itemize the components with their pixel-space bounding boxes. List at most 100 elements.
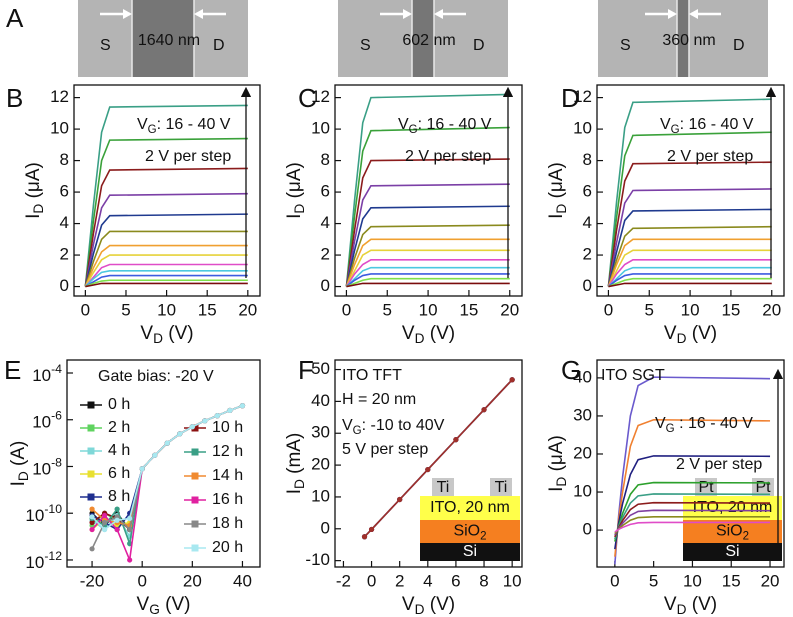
subscript: D [415,602,425,617]
legend-marker [191,424,199,432]
legend-marker [191,520,199,528]
panel-label: D [561,83,580,113]
y-tick-label: 10-10 [25,502,62,525]
text-part: (V) [424,594,455,615]
legend-label: 16 h [212,491,243,508]
data-line [84,192,248,287]
data-line [607,225,772,287]
annotation: VG: -10 to 40V [342,417,445,437]
data-point [361,534,368,540]
x-tick-label: -20 [80,571,105,590]
arrow-head [434,9,443,19]
text-part: (μA) [546,435,567,477]
text-part: : 16 - 40 V [675,415,754,432]
legend-marker [87,493,95,501]
y-tick-label: 10-6 [32,409,62,432]
legend-marker [87,447,95,455]
y-tick-label: 4 [583,213,592,232]
data-line [345,266,510,288]
y-tick-label: 20 [573,443,592,462]
y-tick-label: 12 [573,87,592,106]
data-line [345,224,510,287]
superscript: -4 [51,362,62,376]
x-axis-label: VD (V) [402,323,455,346]
data-point [164,440,170,446]
data-line [614,455,771,550]
legend-marker [191,448,199,456]
data-line [345,183,510,287]
data-point [89,546,95,552]
text-part: 10 [32,366,51,385]
x-axis-label: VD (V) [140,323,193,346]
y-tick-label: 0 [583,276,592,295]
text-part: I [8,481,29,486]
superscript: -8 [51,456,62,470]
data-line [607,131,772,287]
subscript: G [666,423,675,435]
text-part: (V) [163,323,194,344]
data-line [346,282,510,288]
legend-label: 6 h [108,465,130,482]
y-axis-label: ID (μA) [23,162,46,219]
text-part: V [660,116,671,133]
data-line [345,126,510,287]
annotation: VG: 16 - 40 V [137,116,231,136]
data-line [607,273,772,288]
data-line [84,213,248,287]
text-part: (μA) [546,162,567,204]
subscript: G [671,124,680,136]
channel-length: 602 nm [402,32,455,49]
data-line [85,282,248,288]
x-tick-label: 0 [610,571,619,590]
x-tick-label: 10 [683,571,702,590]
subscript: D [554,477,569,487]
x-tick-label: 15 [459,300,478,319]
x-tick-label: 5 [645,300,654,319]
text-part: 10 [25,553,44,572]
data-line [345,258,510,287]
y-tick-label: 12 [311,87,330,106]
subscript: D [415,331,425,346]
x-tick-label: 10 [681,300,700,319]
plot-frame [596,359,785,568]
text-part: V [398,116,409,133]
subscript: G [149,602,160,617]
data-point [89,514,95,520]
data-line [608,282,772,288]
data-line [84,254,248,287]
subscript: D [677,331,687,346]
panel-label: E [4,355,21,385]
x-tick-label: 40 [233,571,252,590]
text-part: V [664,594,677,615]
data-point [481,407,487,413]
data-line [345,238,510,287]
x-tick-label: 20 [238,300,257,319]
text-part: V [655,415,666,432]
data-line [607,249,772,287]
y-tick-label: 8 [60,150,69,169]
legend-label: 8 h [108,488,130,505]
x-tick-label: 10 [157,300,176,319]
layer-label: SiO2 [453,523,486,543]
plot-frame [334,84,523,297]
x-tick-label: 8 [479,571,488,590]
channel-length: 1640 nm [138,32,200,49]
panel-label: G [561,355,581,385]
data-line [85,279,248,288]
legend-label: 20 h [212,539,243,556]
text-part: I [546,214,567,219]
y-tick-label: 10-12 [25,549,62,572]
subscript: D [554,204,569,214]
y-tick-label: 4 [321,213,330,232]
x-tick-label: 5 [383,300,392,319]
annotation: VG: 16 - 40 V [398,116,492,136]
text-part: : 16 - 40 V [680,116,754,133]
y-tick-label: 40 [311,391,330,410]
contact [432,478,454,496]
y-tick-label: 10 [311,486,330,505]
x-tick-label: 2 [395,571,404,590]
text-part: (V) [424,323,455,344]
y-tick-label: 8 [583,150,592,169]
